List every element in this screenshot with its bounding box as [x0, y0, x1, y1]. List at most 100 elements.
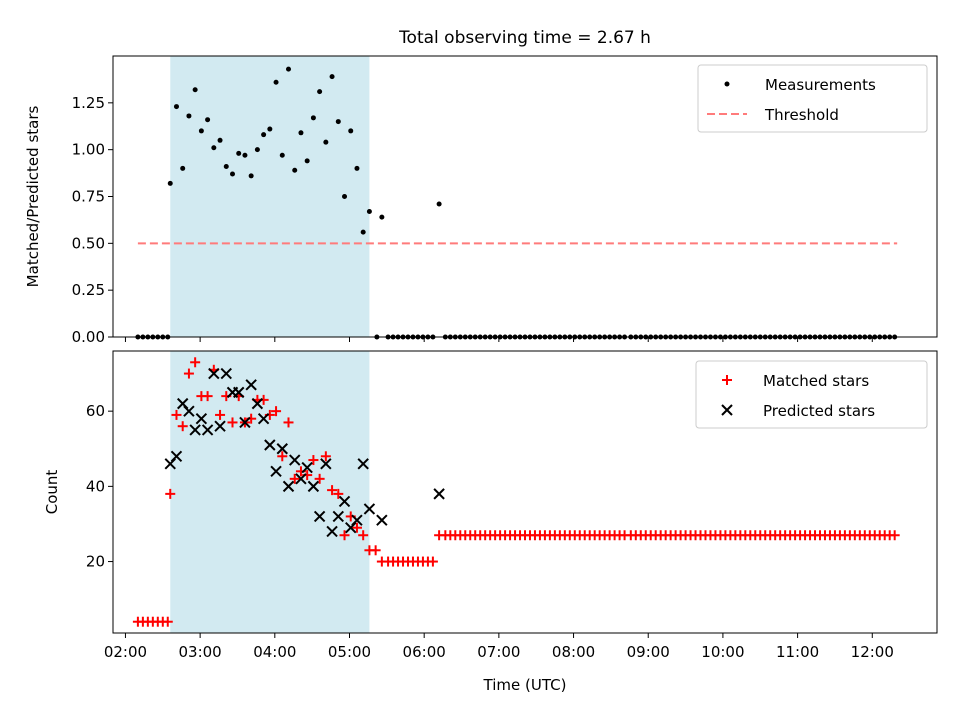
measurement-point	[310, 115, 316, 121]
predicted-point	[307, 480, 320, 493]
predicted-point	[338, 495, 351, 508]
legend-matched-glyph	[722, 375, 732, 385]
predicted-point-b	[270, 465, 282, 478]
predicted-point	[245, 379, 257, 391]
matched-point	[162, 616, 173, 627]
predicted-point-b	[363, 503, 376, 515]
legend-predicted-label: Predicted stars	[763, 402, 875, 420]
predicted-point-b	[170, 450, 183, 462]
predicted-point-b	[176, 397, 189, 410]
predicted-point-b	[245, 379, 257, 391]
predicted-point	[433, 488, 445, 500]
predicted-point-b	[183, 405, 195, 417]
predicted-point	[189, 424, 201, 436]
measurement-point	[286, 66, 292, 72]
legend-measurements-label: Measurements	[765, 76, 876, 94]
legend-matched-label: Matched stars	[763, 372, 869, 390]
predicted-point-b	[326, 525, 338, 538]
measurement-point	[261, 132, 267, 138]
measurement-point	[342, 194, 348, 199]
top-y-tick-label: 0.50	[72, 234, 105, 252]
legend-predicted-glyph	[721, 404, 733, 416]
matched-point	[227, 417, 238, 428]
measurement-point	[205, 117, 211, 123]
x-axis-label: Time (UTC)	[483, 676, 567, 694]
top-legend: Measurements Threshold	[697, 64, 928, 133]
top-legend-box	[697, 64, 928, 133]
predicted-point	[214, 420, 226, 432]
legend-measurements-marker	[724, 81, 730, 87]
legend-matched-marker	[722, 375, 732, 385]
predicted-point	[233, 386, 245, 399]
measurement-point	[436, 201, 442, 207]
measurement-point	[229, 171, 235, 177]
bottom-y-tick-label: 20	[86, 553, 105, 571]
x-tick-label: 09:00	[627, 643, 670, 661]
bottom-axes-frame	[112, 350, 938, 634]
x-tick-label: 12:00	[851, 643, 894, 661]
matched-point	[370, 545, 381, 556]
predicted-point-b	[320, 458, 332, 470]
measurement-point	[304, 158, 310, 164]
measurement-point	[329, 74, 335, 80]
matched-point	[358, 530, 369, 541]
chart-title: Total observing time = 2.67 h	[398, 28, 651, 48]
matched-point	[351, 522, 362, 533]
bottom-y-ticks: 20 40 60	[86, 402, 113, 571]
top-y-ticks: 0.00 0.25 0.50 0.75 1.00 1.25	[72, 94, 113, 346]
predicted-point-b	[338, 495, 351, 508]
measurement-point	[242, 152, 248, 158]
predicted-point	[301, 461, 313, 474]
predicted-point	[295, 473, 307, 485]
predicted-point	[332, 510, 345, 523]
top-y-tick-label: 1.25	[72, 94, 105, 112]
predicted-point	[170, 450, 183, 462]
bottom-panel: 20 40 60 02:00 03:00 04:00 05:00 06:00 07:00 08:…	[43, 350, 938, 694]
measurement-point	[211, 145, 217, 151]
measurement-point	[192, 87, 198, 93]
predicted-point	[289, 454, 301, 466]
matched-point	[183, 368, 194, 379]
measurement-point	[180, 165, 186, 171]
matched-point	[165, 488, 176, 499]
predicted-point-b	[264, 439, 276, 451]
measurement-point	[198, 128, 204, 134]
measurement-point	[217, 137, 223, 143]
predicted-point-b	[351, 514, 363, 526]
predicted-point-b	[220, 367, 232, 380]
predicted-point-b	[289, 454, 301, 466]
top-x-ticks	[124, 337, 873, 342]
matched-point	[190, 357, 201, 368]
matched-point	[320, 451, 331, 462]
x-tick-label: 06:00	[403, 643, 446, 661]
predicted-point	[320, 458, 332, 470]
measurement-point	[186, 113, 192, 119]
bottom-predicted-layer	[164, 367, 445, 538]
x-tick-label: 11:00	[776, 643, 819, 661]
measurement-point	[248, 173, 254, 179]
matched-point	[177, 421, 188, 432]
measurement-point	[223, 164, 229, 170]
measurement-point	[298, 130, 304, 136]
legend-predicted-marker	[721, 404, 733, 416]
predicted-point	[270, 465, 282, 478]
measurement-point	[267, 126, 273, 132]
predicted-point	[208, 367, 220, 380]
matched-point	[333, 488, 344, 499]
predicted-point-b	[257, 412, 270, 425]
measurement-point	[292, 167, 298, 173]
predicted-point-b	[282, 480, 295, 493]
predicted-point-b	[313, 510, 326, 523]
bottom-y-tick-label: 60	[86, 402, 105, 420]
top-y-tick-label: 0.00	[72, 328, 105, 346]
predicted-point-b	[189, 424, 201, 436]
predicted-point-b	[276, 443, 288, 455]
measurement-point	[354, 165, 360, 171]
top-y-tick-label: 0.75	[72, 188, 105, 206]
measurement-point	[167, 180, 173, 186]
matched-point	[289, 473, 300, 484]
predicted-point	[313, 510, 326, 523]
x-tick-label: 04:00	[253, 643, 296, 661]
bottom-y-axis-label: Count	[43, 470, 61, 515]
top-highlight-span	[170, 56, 370, 337]
